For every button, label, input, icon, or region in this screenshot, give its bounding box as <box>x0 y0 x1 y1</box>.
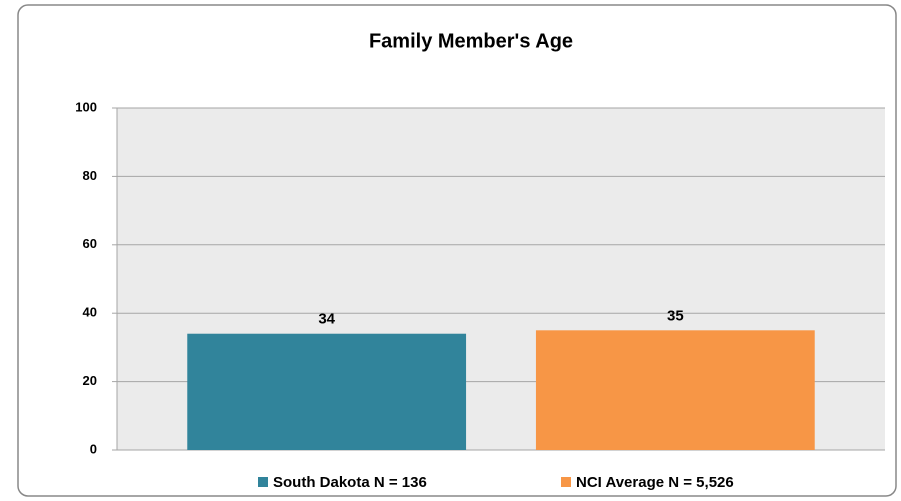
legend-swatch <box>561 477 571 487</box>
data-label: 35 <box>667 307 684 324</box>
legend-swatch <box>258 477 268 487</box>
y-tick-label: 20 <box>83 373 97 388</box>
data-label: 34 <box>318 311 335 328</box>
bar <box>187 333 467 450</box>
y-tick-label: 100 <box>75 99 97 114</box>
y-tick-label: 40 <box>83 305 97 320</box>
y-tick-label: 80 <box>83 168 97 183</box>
legend-label: South Dakota N = 136 <box>273 474 427 491</box>
chart-title: Family Member's Age <box>369 30 573 52</box>
y-tick-label: 0 <box>90 441 97 456</box>
bar <box>535 330 815 450</box>
y-tick-label: 60 <box>83 236 97 251</box>
legend-label: NCI Average N = 5,526 <box>576 474 734 491</box>
